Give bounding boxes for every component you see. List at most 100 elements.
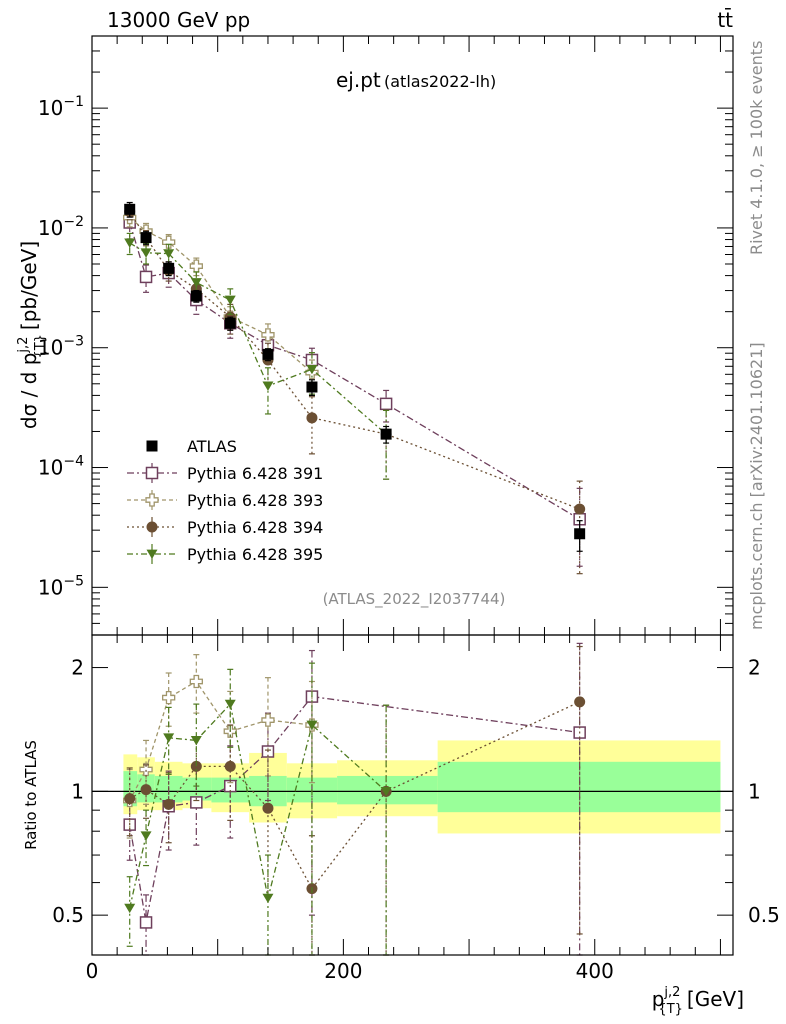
xlabel-sub: {T} xyxy=(658,1002,682,1017)
data-point-p395 xyxy=(190,736,202,746)
ylabel-main: dσ / d p xyxy=(17,353,41,430)
xlabel-unit: [GeV] xyxy=(687,987,744,1011)
data-point-p394 xyxy=(262,802,274,814)
legend-label-p391: Pythia 6.428 391 xyxy=(187,464,323,483)
series-line-p395 xyxy=(129,242,387,435)
x-axis-label: pj,2 {T} [GeV] xyxy=(652,985,744,1017)
data-point-p394 xyxy=(306,412,318,424)
legend-label-atlas: ATLAS xyxy=(187,437,237,456)
data-point-p391 xyxy=(139,916,153,929)
main-title: ej.pt xyxy=(336,68,381,92)
main-title-suffix: (atlas2022-lh) xyxy=(384,72,496,91)
svg-text:dσ / d pj,2{T}[pb/GeV]: dσ / d pj,2 {T} [pb/GeV] xyxy=(16,241,48,429)
data-point-atlas xyxy=(163,262,175,274)
data-point-atlas xyxy=(380,428,392,440)
data-point-p395 xyxy=(262,381,274,391)
xlabel-sup: j,2 xyxy=(663,985,680,1000)
legend-marker-p394 xyxy=(146,521,158,533)
data-point-p393 xyxy=(261,328,275,342)
y-tick-label-exp: −5 xyxy=(63,573,84,589)
series-p393 xyxy=(123,654,319,839)
ylabel-sub: {T} xyxy=(33,334,48,358)
data-point-atlas xyxy=(262,348,274,360)
ratio-series-layer xyxy=(123,642,586,956)
main-panel: 10−110−210−310−410−5 ej.pt (atlas2022-lh… xyxy=(16,35,734,636)
main-series-layer xyxy=(123,201,586,575)
data-point-p394 xyxy=(224,760,236,772)
data-point-p395 xyxy=(306,720,318,730)
main-y-axis-label: dσ / d pj,2 {T} [pb/GeV] xyxy=(16,241,48,429)
y-tick-label-exp: −3 xyxy=(63,334,84,350)
data-point-p394 xyxy=(574,696,586,708)
data-point-p395 xyxy=(163,249,175,259)
ratio-y-tick-label-left: 2 xyxy=(71,656,84,680)
uncertainty-band-inner xyxy=(437,761,721,813)
ratio-y-tick-label-right: 2 xyxy=(748,656,761,680)
data-point-p395 xyxy=(140,248,152,258)
y-tick-label-base: 10 xyxy=(38,216,63,240)
legend-marker-atlas xyxy=(146,440,158,452)
data-point-p391 xyxy=(190,796,203,809)
series-line-p391 xyxy=(129,695,580,923)
ratio-band-layer xyxy=(123,740,721,834)
legend: ATLAS Pythia 6.428 391 Pythia 6.428 393 Pyt… xyxy=(127,437,323,564)
data-point-p395 xyxy=(124,903,136,914)
y-tick-label-base: 10 xyxy=(38,575,63,599)
series-line-p395 xyxy=(129,702,387,909)
ratio-y-axis-label: Ratio to ATLAS xyxy=(22,740,40,850)
data-point-p395 xyxy=(190,278,202,288)
data-point-atlas xyxy=(140,232,152,244)
y-tick-label: 10−1 xyxy=(38,94,84,120)
legend-marker-p393 xyxy=(145,493,159,507)
data-point-p395 xyxy=(140,831,152,841)
series-atlas xyxy=(124,201,586,552)
process-label: tt̄ xyxy=(717,7,733,32)
x-tick-label: 200 xyxy=(324,959,362,983)
data-point-p394 xyxy=(163,798,175,810)
data-point-p393 xyxy=(139,762,153,777)
legend-marker-p395 xyxy=(146,549,158,559)
watermark: (ATLAS_2022_I2037744) xyxy=(323,590,506,609)
series-p394 xyxy=(124,645,586,956)
legend-label-p393: Pythia 6.428 393 xyxy=(187,491,323,510)
data-point-atlas xyxy=(224,317,236,329)
ratio-y-tick-label-left: 1 xyxy=(71,779,84,803)
data-point-p394 xyxy=(124,793,136,805)
legend-label-p394: Pythia 6.428 394 xyxy=(187,518,323,537)
y-tick-label-base: 10 xyxy=(38,336,63,360)
x-tick-label: 400 xyxy=(576,959,614,983)
data-point-p393 xyxy=(162,235,176,249)
data-point-atlas xyxy=(190,290,202,302)
ratio-ticks: 0.5 0.5 1 1 2 2 0 200 400 xyxy=(52,635,780,983)
data-point-p394 xyxy=(190,760,202,772)
ratio-frame xyxy=(91,634,734,956)
y-tick-label-exp: −4 xyxy=(63,454,84,470)
ratio-y-tick-label-left: 0.5 xyxy=(52,903,84,927)
ratio-panel: 0.5 0.5 1 1 2 2 0 200 400 Ratio to ATLAS pj,2 {T}… xyxy=(22,634,780,1017)
legend-label-p395: Pythia 6.428 395 xyxy=(187,545,323,564)
data-point-p395 xyxy=(124,238,136,248)
y-tick-label: 10−4 xyxy=(38,454,84,480)
uncertainty-band-inner xyxy=(182,777,212,801)
data-point-p393 xyxy=(189,674,203,689)
legend-marker-p391 xyxy=(145,466,159,480)
series-p395 xyxy=(124,662,392,956)
data-point-p395 xyxy=(380,786,392,797)
xlabel-main: p xyxy=(652,987,665,1011)
data-point-p394 xyxy=(574,503,586,515)
data-point-p395 xyxy=(306,364,318,375)
data-point-p393 xyxy=(162,690,176,705)
data-point-p395 xyxy=(224,699,236,710)
data-point-atlas xyxy=(574,528,586,540)
y-tick-label-base: 10 xyxy=(38,456,63,480)
mcplots-label: mcplots.cern.ch [arXiv:2401.10621] xyxy=(747,342,766,630)
data-point-p394 xyxy=(140,784,152,796)
y-tick-label: 10−3 xyxy=(38,334,84,360)
rivet-label: Rivet 4.1.0, ≥ 100k events xyxy=(747,41,766,255)
data-point-p395 xyxy=(224,295,236,306)
data-point-p395 xyxy=(163,733,175,743)
y-tick-label-base: 10 xyxy=(38,96,63,120)
data-point-p393 xyxy=(261,713,275,727)
data-point-p395 xyxy=(262,893,274,904)
